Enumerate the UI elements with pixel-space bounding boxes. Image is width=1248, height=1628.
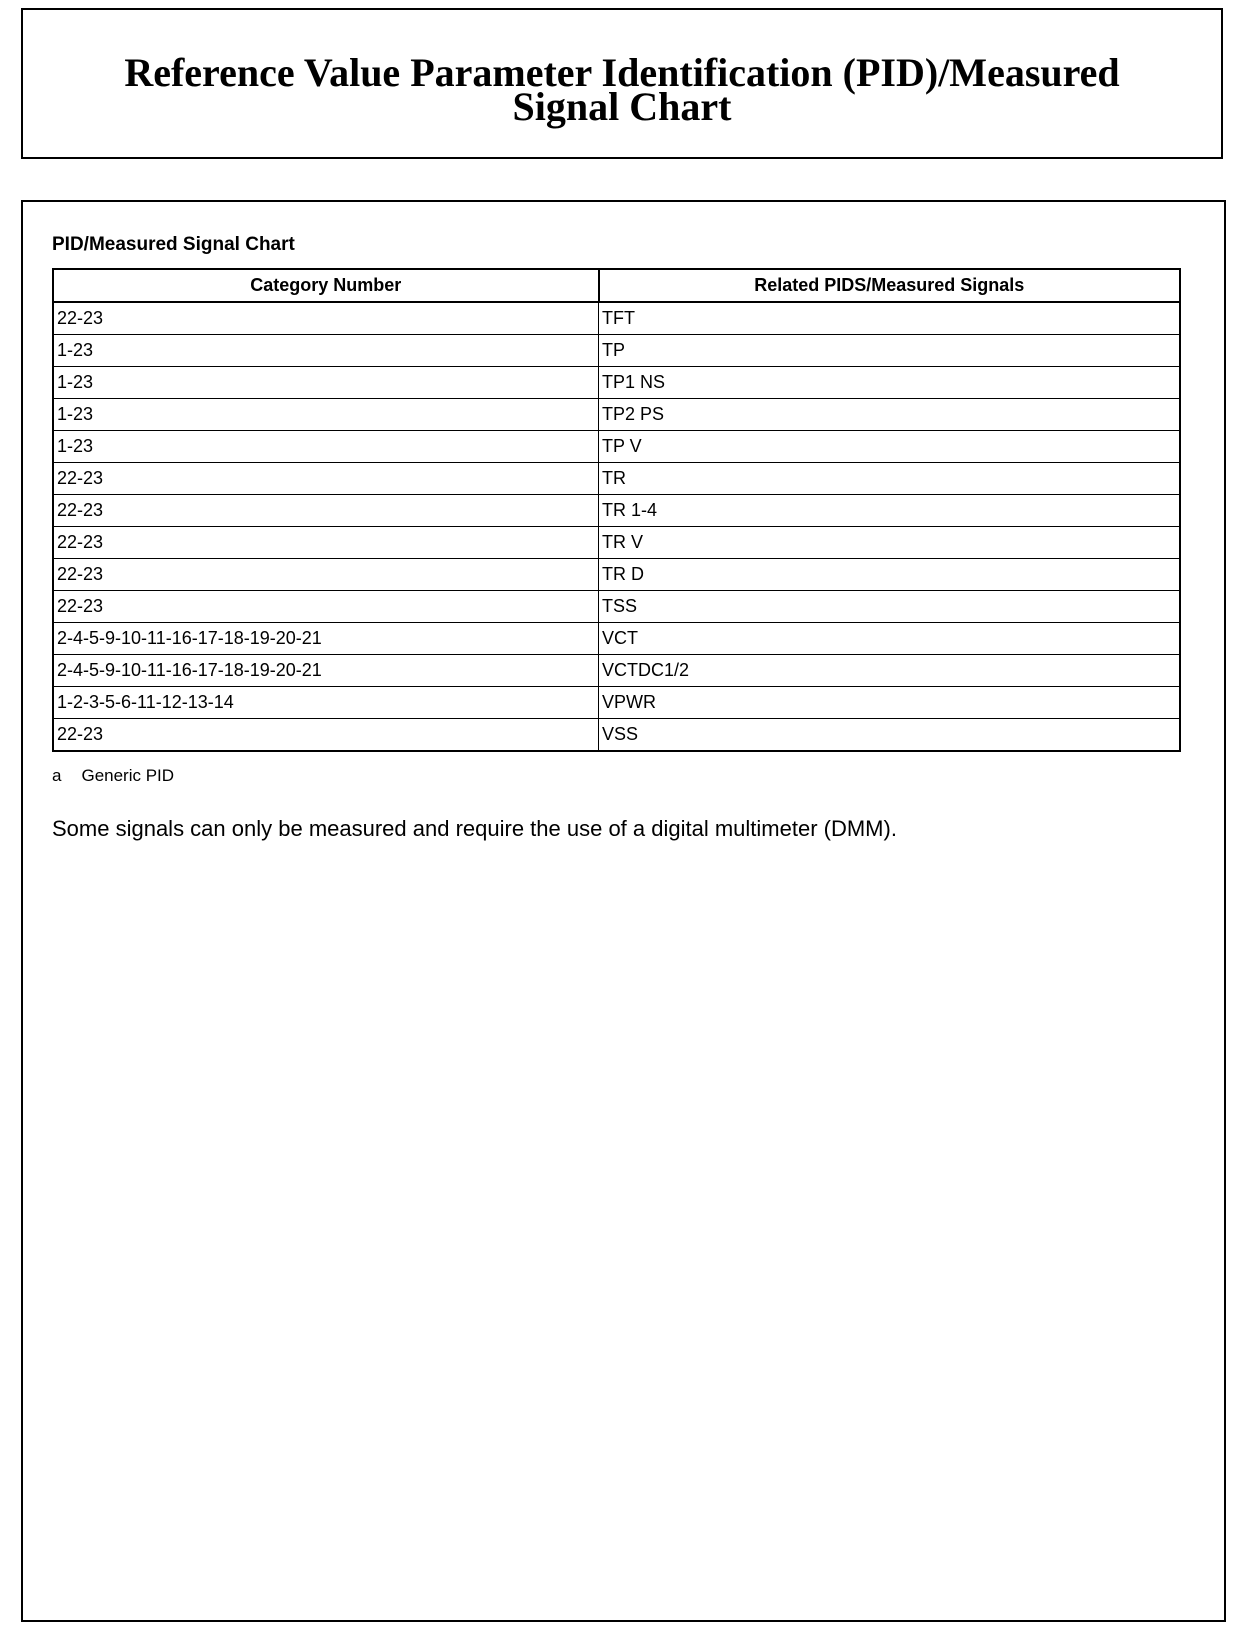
signal-cell: VPWR bbox=[598, 686, 1181, 719]
signal-cell: TP V bbox=[598, 430, 1181, 463]
category-number-cell: 22-23 bbox=[52, 590, 599, 623]
category-number-cell: 22-23 bbox=[52, 462, 599, 495]
category-number-cell: 2-4-5-9-10-11-16-17-18-19-20-21 bbox=[52, 654, 599, 687]
column-header-category: Category Number bbox=[52, 268, 600, 303]
category-number-cell: 2-4-5-9-10-11-16-17-18-19-20-21 bbox=[52, 622, 599, 655]
table-row: 1-23 TP V bbox=[52, 430, 1181, 463]
category-number-cell: 1-23 bbox=[52, 398, 599, 431]
signal-cell: VCT bbox=[598, 622, 1181, 655]
table-row: 1-2-3-5-6-11-12-13-14 VPWR bbox=[52, 686, 1181, 719]
signal-cell: TP2 PS bbox=[598, 398, 1181, 431]
category-number-cell: 22-23 bbox=[52, 558, 599, 591]
signal-cell: TR 1-4 bbox=[598, 494, 1181, 527]
category-number-cell: 22-23 bbox=[52, 718, 599, 752]
title-line-2: Signal Chart bbox=[512, 84, 732, 129]
page-title: Reference Value Parameter Identification… bbox=[23, 50, 1221, 129]
category-number-cell: 1-23 bbox=[52, 334, 599, 367]
signal-cell: TR bbox=[598, 462, 1181, 495]
table-row: 22-23 TR 1-4 bbox=[52, 494, 1181, 527]
table-row: 22-23 VSS bbox=[52, 718, 1181, 752]
table-row: 22-23 TR D bbox=[52, 558, 1181, 591]
title-line-1: Reference Value Parameter Identification… bbox=[124, 50, 1120, 95]
signal-cell: TSS bbox=[598, 590, 1181, 623]
signal-cell: TR V bbox=[598, 526, 1181, 559]
table-header-row: Category Number Related PIDS/Measured Si… bbox=[52, 268, 1181, 303]
pid-signal-table: Category Number Related PIDS/Measured Si… bbox=[52, 268, 1181, 752]
table-row: 22-23 TR V bbox=[52, 526, 1181, 559]
signal-cell: VCTDC1/2 bbox=[598, 654, 1181, 687]
table-row: 2-4-5-9-10-11-16-17-18-19-20-21 VCTDC1/2 bbox=[52, 654, 1181, 687]
signal-cell: TP1 NS bbox=[598, 366, 1181, 399]
category-number-cell: 22-23 bbox=[52, 301, 599, 335]
table-row: 22-23 TFT bbox=[52, 301, 1181, 335]
table-title: PID/Measured Signal Chart bbox=[52, 234, 295, 255]
category-number-cell: 22-23 bbox=[52, 526, 599, 559]
table-row: 2-4-5-9-10-11-16-17-18-19-20-21 VCT bbox=[52, 622, 1181, 655]
table-row: 22-23 TR bbox=[52, 462, 1181, 495]
category-number-cell: 1-2-3-5-6-11-12-13-14 bbox=[52, 686, 599, 719]
table-row: 1-23 TP2 PS bbox=[52, 398, 1181, 431]
dmm-note: Some signals can only be measured and re… bbox=[52, 816, 897, 841]
footnote-text: Generic PID bbox=[81, 766, 175, 785]
footnote-marker: a bbox=[52, 766, 62, 785]
table-row: 1-23 TP bbox=[52, 334, 1181, 367]
content-box: PID/Measured Signal Chart Category Numbe… bbox=[21, 200, 1226, 1622]
category-number-cell: 22-23 bbox=[52, 494, 599, 527]
footnote: a Generic PID bbox=[52, 766, 194, 786]
table-row: 1-23 TP1 NS bbox=[52, 366, 1181, 399]
category-number-cell: 1-23 bbox=[52, 366, 599, 399]
signal-cell: TP bbox=[598, 334, 1181, 367]
signal-cell: TR D bbox=[598, 558, 1181, 591]
table-row: 22-23 TSS bbox=[52, 590, 1181, 623]
category-number-cell: 1-23 bbox=[52, 430, 599, 463]
signal-cell: TFT bbox=[598, 301, 1181, 335]
title-box: Reference Value Parameter Identification… bbox=[21, 8, 1223, 159]
column-header-signals: Related PIDS/Measured Signals bbox=[597, 268, 1181, 303]
signal-cell: VSS bbox=[598, 718, 1181, 752]
